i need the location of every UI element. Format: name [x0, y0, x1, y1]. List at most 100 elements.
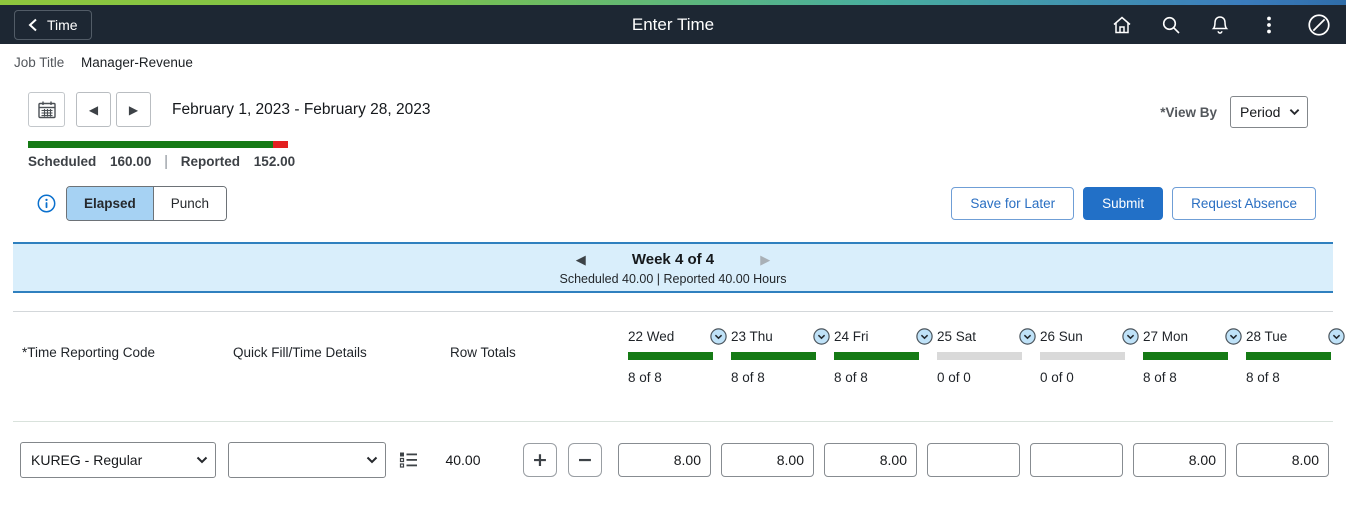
search-icon[interactable] — [1159, 13, 1183, 37]
chevron-down-circle-icon[interactable] — [916, 328, 933, 345]
period-navigation: ◀ ▶ February 1, 2023 - February 28, 2023 — [28, 92, 430, 127]
job-title-value: Manager-Revenue — [81, 55, 193, 70]
next-arrow-icon: ▶ — [128, 102, 139, 117]
back-button[interactable]: Time — [14, 9, 92, 40]
day-label: 25 Sat — [937, 329, 977, 344]
previous-week-arrow[interactable]: ◀ — [575, 253, 586, 268]
quick-fill-select[interactable] — [228, 442, 386, 478]
info-icon[interactable] — [37, 194, 56, 213]
week-navigation-bar: ◀ Week 4 of 4 ▶ Scheduled 40.00 | Report… — [13, 242, 1333, 293]
day-hours-input[interactable] — [1030, 443, 1123, 477]
progress-remaining-segment — [273, 141, 288, 148]
navbar-compass-icon[interactable] — [1306, 12, 1332, 38]
chevron-down-circle-icon[interactable] — [710, 328, 727, 345]
calendar-button[interactable] — [28, 92, 65, 127]
view-by-label: *View By — [1160, 104, 1217, 120]
quick-fill-header: Quick Fill/Time Details — [233, 345, 367, 360]
time-reporting-code-header: *Time Reporting Code — [22, 345, 156, 360]
day-column-header: 23 Thu 8 of 8 — [731, 328, 830, 385]
elapsed-toggle-button[interactable]: Elapsed — [67, 187, 154, 220]
save-for-later-button[interactable]: Save for Later — [951, 187, 1075, 220]
grid-top-divider — [13, 311, 1333, 312]
notifications-bell-icon[interactable] — [1208, 13, 1232, 37]
day-hours-input[interactable] — [1236, 443, 1329, 477]
progress-reported-segment — [28, 141, 274, 148]
day-hours-input[interactable] — [618, 443, 711, 477]
period-summary: Scheduled 160.00 | Reported 152.00 — [28, 153, 295, 170]
day-hours-summary: 8 of 8 — [731, 370, 765, 385]
day-column-header: 25 Sat 0 of 0 — [937, 328, 1036, 385]
action-buttons: Save for Later Submit Request Absence — [951, 187, 1316, 220]
top-bar: Time Enter Time — [0, 0, 1346, 44]
home-icon[interactable] — [1110, 13, 1134, 37]
day-progress-bar — [834, 352, 919, 360]
day-progress-bar — [731, 352, 816, 360]
day-hours-summary: 8 of 8 — [628, 370, 662, 385]
day-column-header: 22 Wed 8 of 8 — [628, 328, 727, 385]
time-reporting-code-field: KUREG - Regular — [20, 442, 216, 478]
time-details-list-icon[interactable] — [399, 451, 418, 469]
submit-button[interactable]: Submit — [1083, 187, 1164, 220]
day-hours-input[interactable] — [1133, 443, 1226, 477]
time-reporting-code-select[interactable]: KUREG - Regular — [20, 442, 216, 478]
day-label: 22 Wed — [628, 329, 675, 344]
day-progress-bar — [1246, 352, 1331, 360]
day-hours-input[interactable] — [824, 443, 917, 477]
calendar-icon — [36, 99, 58, 121]
chevron-down-circle-icon[interactable] — [1225, 328, 1242, 345]
day-column-header: 28 Tue 8 of 8 — [1246, 328, 1345, 385]
next-period-button[interactable]: ▶ — [116, 92, 151, 127]
quick-fill-field — [228, 442, 386, 478]
day-progress-bar — [628, 352, 713, 360]
row-totals-header: Row Totals — [450, 345, 516, 360]
day-hours-summary: 8 of 8 — [834, 370, 868, 385]
previous-period-button[interactable]: ◀ — [76, 92, 111, 127]
brand-gradient-stripe — [0, 0, 1346, 5]
day-label: 24 Fri — [834, 329, 869, 344]
day-label: 23 Thu — [731, 329, 773, 344]
previous-arrow-icon: ◀ — [88, 102, 99, 117]
day-progress-bar — [1143, 352, 1228, 360]
day-hours-summary: 0 of 0 — [937, 370, 971, 385]
period-date-range: February 1, 2023 - February 28, 2023 — [172, 100, 431, 118]
day-label: 26 Sun — [1040, 329, 1083, 344]
period-progress-bar — [28, 141, 288, 148]
day-column-header: 24 Fri 8 of 8 — [834, 328, 933, 385]
week-title: Week 4 of 4 — [631, 251, 715, 268]
chevron-down-circle-icon[interactable] — [1328, 328, 1345, 345]
reported-value: 152.00 — [253, 154, 296, 169]
chevron-down-circle-icon[interactable] — [813, 328, 830, 345]
scheduled-value: 160.00 — [110, 154, 152, 169]
day-hours-summary: 8 of 8 — [1246, 370, 1280, 385]
punch-toggle-button[interactable]: Punch — [153, 187, 227, 220]
day-label: 28 Tue — [1246, 329, 1288, 344]
day-hours-input[interactable] — [721, 443, 814, 477]
add-row-button[interactable]: + — [523, 443, 557, 477]
request-absence-button[interactable]: Request Absence — [1172, 187, 1316, 220]
chevron-down-circle-icon[interactable] — [1122, 328, 1139, 345]
day-hours-input[interactable] — [927, 443, 1020, 477]
day-progress-bar — [1040, 352, 1125, 360]
grid-row-divider — [13, 421, 1333, 422]
view-by-group: *View By Period — [1160, 96, 1308, 128]
time-entry-mode-toggle: Elapsed Punch — [66, 186, 228, 221]
back-chevron-icon — [28, 18, 38, 32]
back-button-label: Time — [47, 16, 78, 33]
scheduled-label: Scheduled — [28, 154, 97, 169]
summary-separator: | — [164, 153, 168, 170]
day-column-header: 27 Mon 8 of 8 — [1143, 328, 1242, 385]
job-title-label: Job Title — [14, 55, 65, 70]
more-actions-kebab-icon[interactable] — [1257, 13, 1281, 37]
delete-row-button[interactable]: − — [568, 443, 602, 477]
day-hours-summary: 0 of 0 — [1040, 370, 1074, 385]
day-hours-summary: 8 of 8 — [1143, 370, 1177, 385]
day-column-header: 26 Sun 0 of 0 — [1040, 328, 1139, 385]
chevron-down-circle-icon[interactable] — [1019, 328, 1036, 345]
week-summary: Scheduled 40.00 | Reported 40.00 Hours — [559, 272, 787, 286]
next-week-arrow[interactable]: ▶ — [760, 253, 771, 268]
view-by-select[interactable]: Period — [1230, 96, 1308, 128]
day-label: 27 Mon — [1143, 329, 1189, 344]
job-title-row: Job Title Manager-Revenue — [14, 55, 193, 70]
reported-label: Reported — [180, 154, 241, 169]
